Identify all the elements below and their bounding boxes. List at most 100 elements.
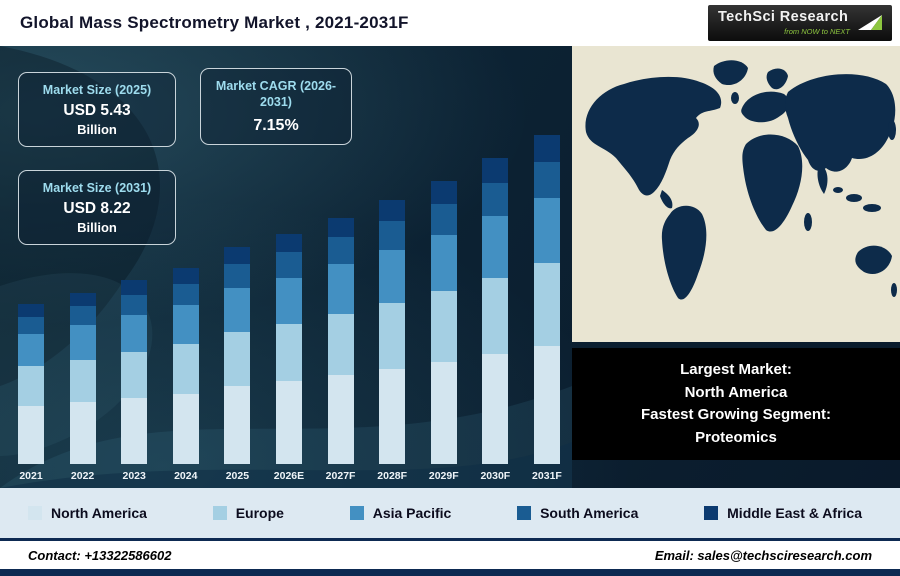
bar-stack — [18, 304, 44, 464]
infobox-market-size-2025: Market Size (2025) USD 5.43 Billion — [18, 72, 176, 148]
x-axis-label: 2026E — [273, 470, 305, 482]
legend-item: Europe — [212, 505, 284, 521]
infobox-label: Market Size (2025) — [42, 83, 152, 97]
bar-column: 2029F — [423, 181, 465, 488]
bar-segment-europe — [533, 263, 560, 346]
infobox-value: USD 8.22 — [63, 200, 131, 218]
bar-chart: 2021 2022 2023 2024 2025 2026E 2027F 2028F 2029F… — [10, 46, 568, 488]
legend-item: North America — [28, 505, 147, 521]
bar-segment-south-america — [172, 283, 199, 306]
fastest-segment-value: Proteomics — [695, 428, 777, 446]
bar-segment-middle-east-africa — [69, 292, 96, 307]
legend-swatch — [517, 506, 532, 520]
bar-column: 2022 — [62, 292, 104, 488]
bar-segment-north-america — [327, 375, 354, 464]
largest-market-value: North America — [684, 383, 788, 401]
bar-segment-asia-pacific — [224, 288, 251, 332]
bar-stack — [121, 280, 148, 464]
bar-segment-europe — [430, 291, 457, 362]
logo-arrow-icon — [858, 15, 882, 30]
bar-column: 2023 — [113, 280, 155, 488]
bar-column: 2031F — [526, 135, 568, 488]
bar-segment-middle-east-africa — [275, 234, 302, 253]
x-axis-label: 2025 — [225, 470, 250, 482]
legend-label: Europe — [235, 505, 284, 521]
bar-segment-middle-east-africa — [482, 158, 509, 183]
largest-market-label: Largest Market: — [680, 361, 792, 378]
infobox-market-size-2031: Market Size (2031) USD 8.22 Billion — [18, 170, 176, 246]
bar-segment-europe — [224, 331, 251, 386]
legend-label: Middle East & Africa — [727, 505, 862, 521]
bar-stack — [482, 158, 509, 464]
legend-label: North America — [51, 505, 147, 521]
legend-item: Asia Pacific — [349, 505, 452, 521]
bar-segment-middle-east-africa — [18, 304, 44, 317]
bar-column: 2028F — [371, 200, 413, 488]
bar-segment-asia-pacific — [69, 325, 96, 360]
bar-stack — [533, 135, 560, 464]
x-axis-label: 2031F — [532, 470, 562, 482]
right-panel: Largest Market: North America Fastest Gr… — [572, 46, 900, 488]
bar-segment-north-america — [379, 368, 406, 464]
bar-segment-south-america — [379, 220, 406, 251]
legend-swatch — [212, 506, 227, 520]
bar-segment-south-america — [224, 264, 251, 289]
logo-brand: TechSci Research — [718, 8, 849, 25]
legend-swatch — [28, 506, 42, 520]
legend-swatch — [704, 506, 719, 520]
bar-stack — [275, 234, 302, 464]
infobox-value: USD 5.43 — [63, 102, 131, 120]
bar-segment-north-america — [482, 354, 509, 464]
bar-column: 2021 — [10, 304, 52, 488]
bar-segment-asia-pacific — [121, 315, 148, 352]
bar-segment-north-america — [275, 381, 302, 464]
legend-item: Middle East & Africa — [704, 505, 862, 521]
bar-segment-south-america — [275, 252, 302, 278]
bar-segment-south-america — [121, 295, 148, 316]
infobox-market-cagr: Market CAGR (2026-2031) 7.15% — [200, 68, 352, 145]
bar-segment-europe — [172, 344, 199, 394]
bar-segment-asia-pacific — [482, 216, 509, 278]
bar-segment-south-america — [430, 203, 457, 235]
bar-segment-europe — [379, 302, 406, 369]
bar-segment-south-america — [69, 306, 96, 326]
logo-tagline: from NOW to NEXT — [784, 27, 850, 37]
bar-segment-north-america — [533, 345, 560, 464]
bar-segment-europe — [482, 277, 509, 354]
bar-segment-north-america — [69, 402, 96, 464]
infobox-label: Market CAGR (2026-2031) — [215, 79, 337, 110]
bar-segment-middle-east-africa — [121, 280, 148, 296]
bar-segment-asia-pacific — [327, 264, 354, 314]
logo-text: TechSci Research from NOW to NEXT — [718, 10, 850, 37]
bar-segment-middle-east-africa — [379, 200, 406, 221]
legend-label: Asia Pacific — [372, 505, 452, 521]
bar-column: 2027F — [320, 217, 362, 488]
bar-segment-asia-pacific — [172, 305, 199, 345]
bar-segment-south-america — [533, 161, 560, 198]
infobox-label: Market Size (2031) — [42, 181, 152, 195]
bar-segment-south-america — [482, 182, 509, 217]
fastest-segment-label: Fastest Growing Segment: — [640, 406, 832, 423]
x-axis-label: 2024 — [174, 470, 198, 482]
bar-segment-middle-east-africa — [172, 268, 199, 284]
bar-stack — [379, 200, 406, 464]
bar-segment-middle-east-africa — [224, 246, 251, 265]
bar-segment-asia-pacific — [430, 234, 457, 292]
bar-segment-north-america — [224, 386, 251, 464]
bar-segment-asia-pacific — [275, 277, 302, 324]
bar-stack — [224, 246, 251, 464]
bar-segment-north-america — [430, 362, 457, 464]
legend-swatch — [349, 506, 364, 520]
bar-column: 2030F — [474, 158, 516, 488]
infobox-unit: Billion — [77, 220, 117, 236]
bar-column: 2024 — [165, 268, 207, 488]
contact-info: Contact: +13322586602 — [28, 547, 172, 563]
page-title: Global Mass Spectrometry Market , 2021-2… — [20, 13, 409, 32]
world-map — [572, 46, 900, 342]
bar-segment-north-america — [121, 398, 148, 464]
bar-segment-asia-pacific — [18, 334, 44, 367]
bar-segment-north-america — [172, 393, 199, 464]
techsci-logo: TechSci Research from NOW to NEXT — [708, 5, 892, 41]
bar-segment-north-america — [18, 406, 44, 464]
bar-segment-middle-east-africa — [430, 181, 457, 204]
